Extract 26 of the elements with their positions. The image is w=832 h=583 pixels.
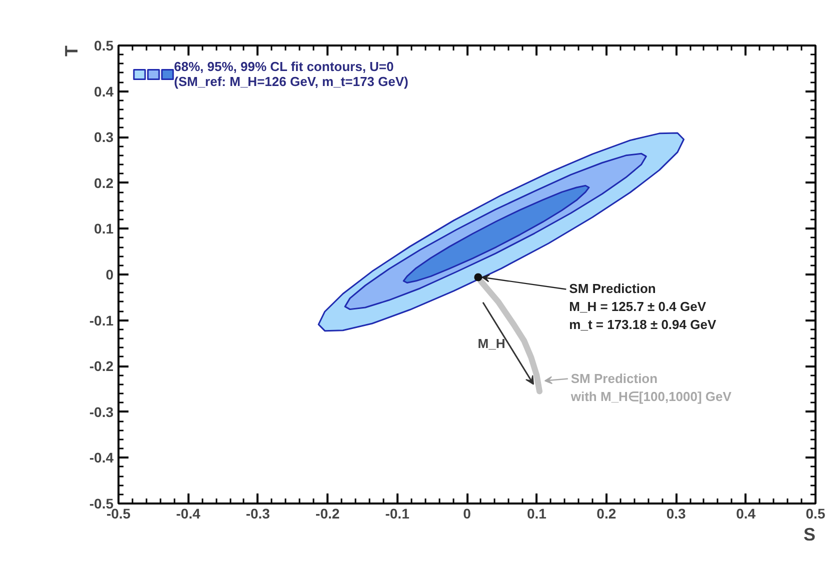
y-tick-label: 0.4 bbox=[94, 83, 114, 100]
y-tick-label: 0.2 bbox=[94, 174, 114, 191]
annotation: M_H bbox=[478, 336, 506, 351]
y-axis-title: T bbox=[62, 45, 82, 56]
x-tick-label: 0.1 bbox=[526, 506, 547, 522]
y-tick-label: -0.2 bbox=[89, 358, 114, 374]
x-tick-label: -0.2 bbox=[316, 506, 340, 522]
x-tick-label: -0.1 bbox=[385, 506, 410, 522]
annotation: SM Prediction with M_H∈[100,1000] GeV bbox=[570, 370, 732, 404]
x-tick-label: -0.3 bbox=[246, 506, 270, 522]
annotation: SM Prediction M_H = 125.7 ± 0.4 GeV m_t = 173.18 ± 0.94 GeV bbox=[569, 281, 716, 332]
legend-label: 68%, 95%, 99% CL fit contours, U=0 (SM_ref: M_H=126 GeV, m_t=173 GeV) bbox=[174, 59, 408, 89]
y-tick-label: -0.3 bbox=[89, 404, 114, 420]
x-tick-label: 0.2 bbox=[596, 506, 616, 522]
x-tick-label: 0.4 bbox=[736, 506, 756, 522]
y-tick-label: 0 bbox=[106, 266, 114, 282]
x-tick-label: 0.5 bbox=[806, 506, 826, 522]
x-tick-label: 0.3 bbox=[666, 506, 686, 522]
y-tick-label: 0.3 bbox=[94, 129, 114, 146]
y-tick-label: 0.1 bbox=[94, 220, 114, 237]
x-tick-label: -0.4 bbox=[176, 506, 200, 522]
x-axis-title: S bbox=[803, 524, 816, 544]
y-tick-label: -0.1 bbox=[89, 312, 114, 328]
y-tick-label: 0.5 bbox=[94, 38, 114, 54]
x-tick-label: 0 bbox=[463, 506, 472, 522]
y-tick-label: -0.4 bbox=[89, 450, 114, 466]
